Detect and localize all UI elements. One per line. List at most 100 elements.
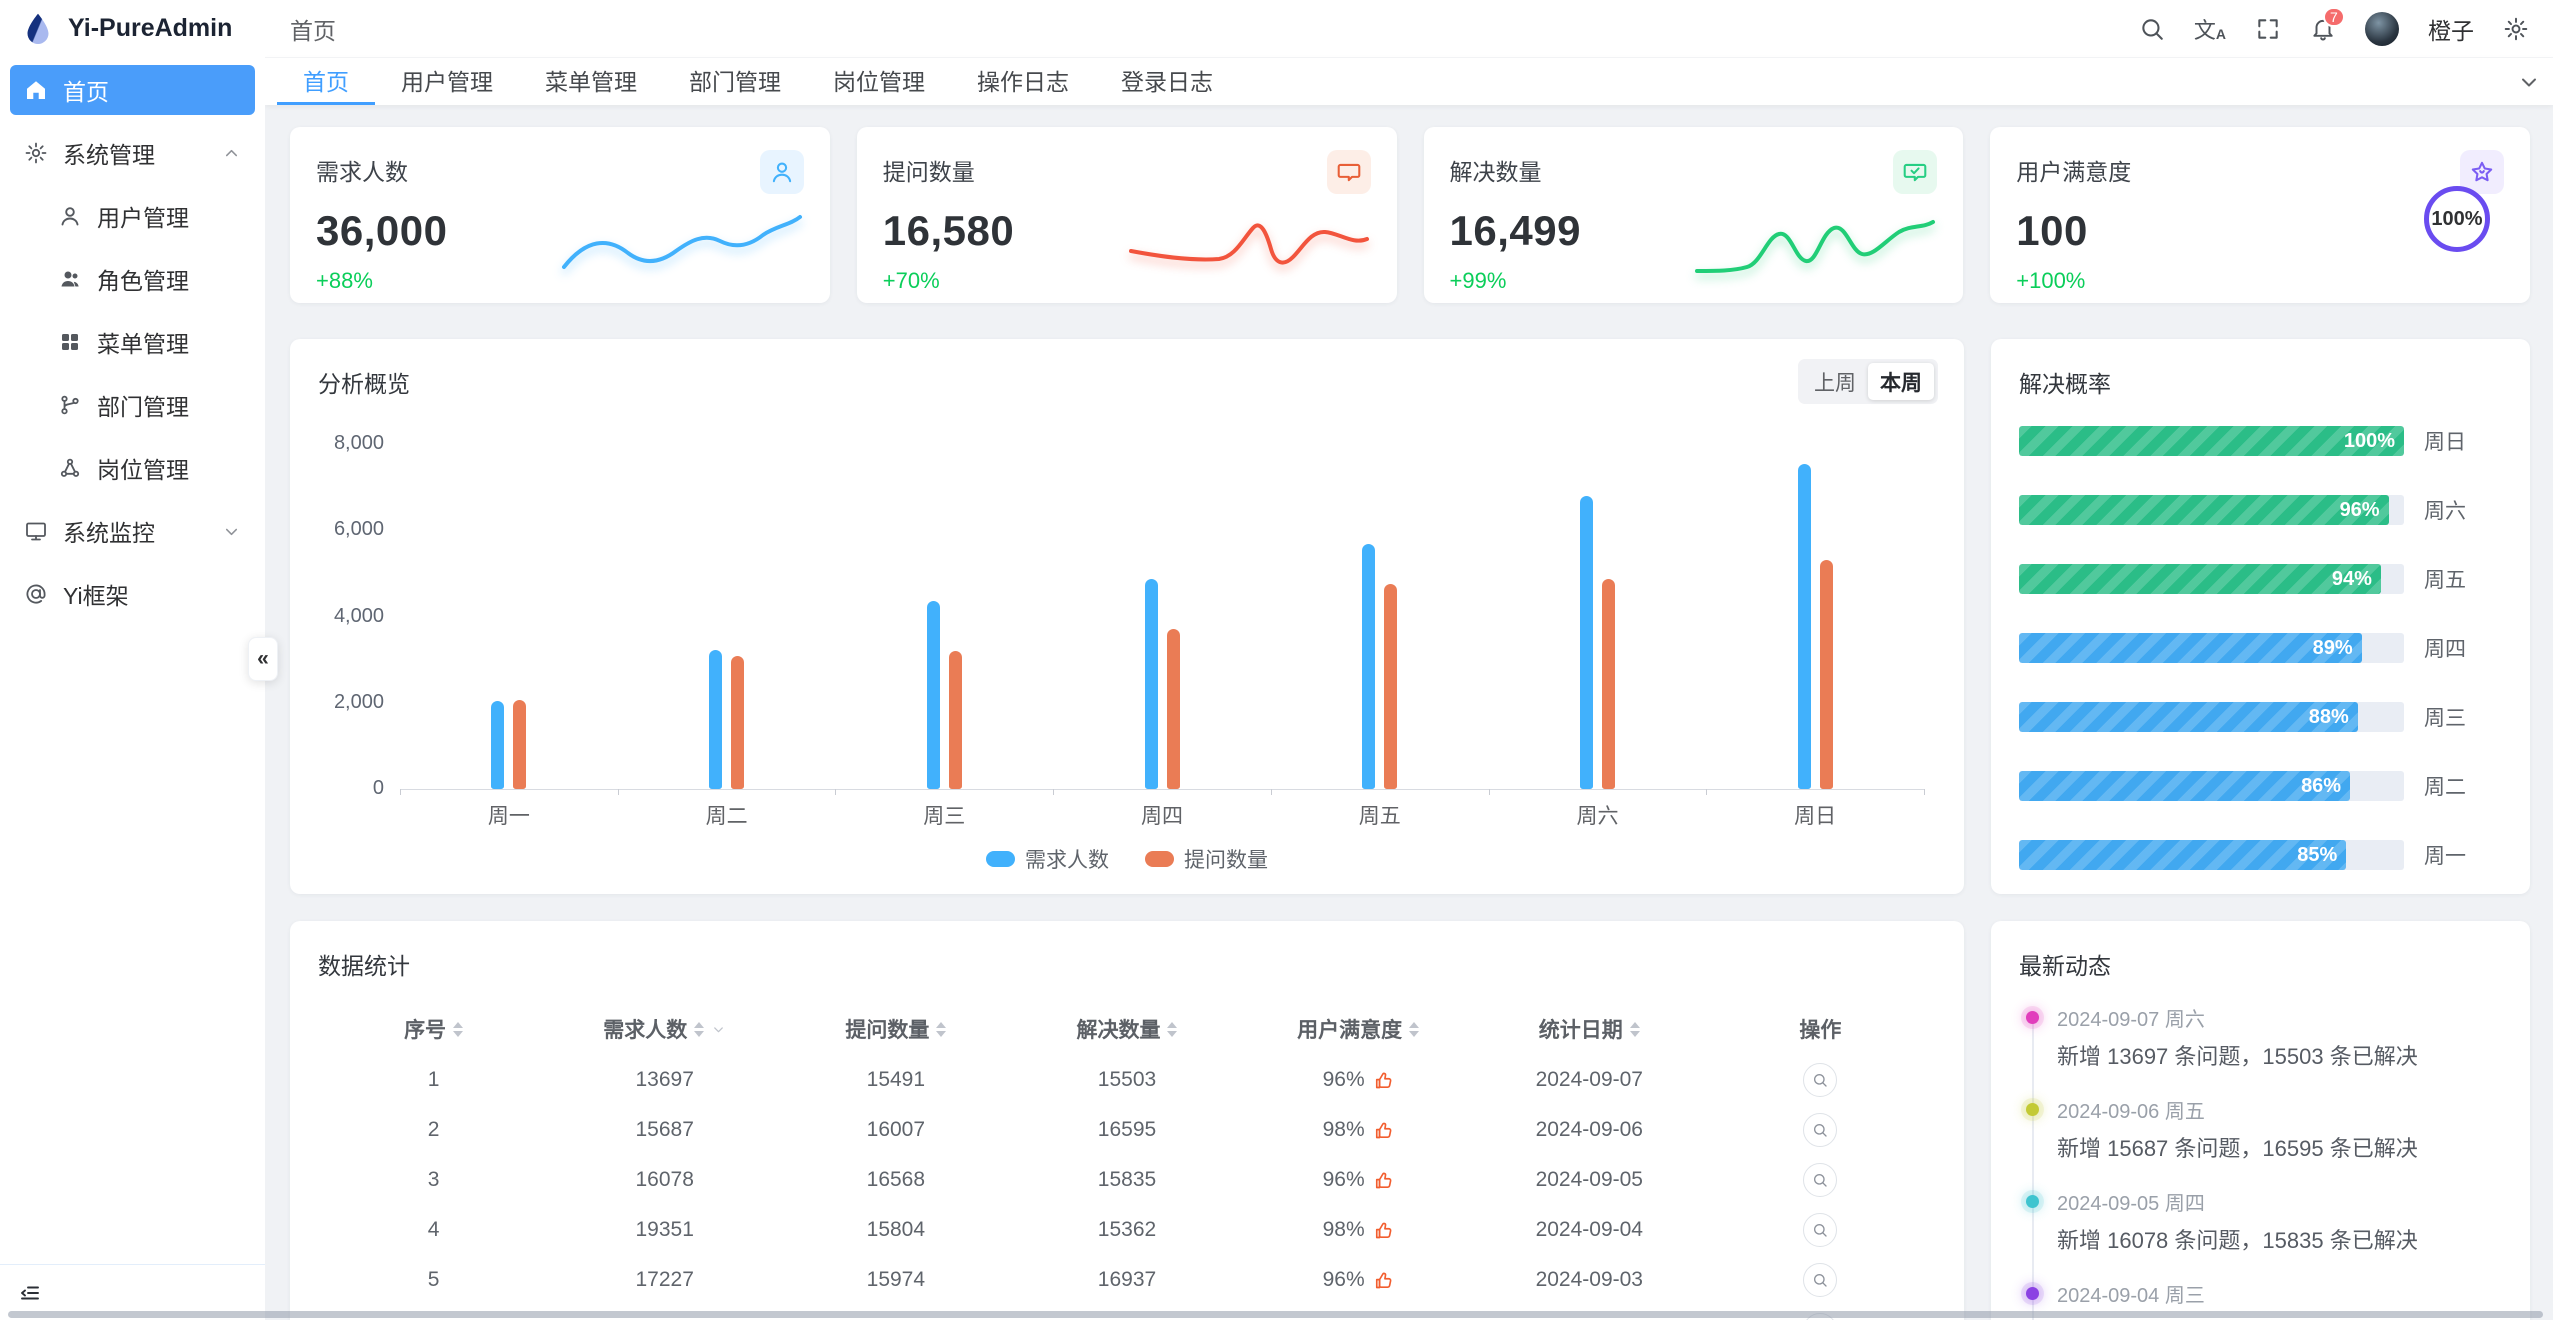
stat-card-value: 36,000 xyxy=(316,207,448,254)
stat-card-delta: +70% xyxy=(882,268,940,293)
tab-item[interactable]: 岗位管理 xyxy=(833,69,925,95)
filter-chevron-down-icon[interactable] xyxy=(711,1022,726,1037)
progress-fill: 89% xyxy=(2019,633,2362,663)
cell-solved: 16937 xyxy=(1097,1268,1157,1291)
bar-group xyxy=(400,445,618,789)
bar xyxy=(1601,579,1615,789)
stat-card-value: 16,580 xyxy=(882,207,1015,254)
gear-icon[interactable] xyxy=(2503,16,2529,42)
solve-rate-card: 解决概率 100% 周日 96% 周六 94% 周五 89% 周四 88% 周三 86% 周二 85% 周… xyxy=(1991,339,2530,894)
tab-item[interactable]: 首页 xyxy=(277,58,375,105)
toggle-this-week-button[interactable]: 本周 xyxy=(1868,363,1934,400)
view-row-button[interactable] xyxy=(1803,1213,1838,1247)
week-toggle: 上周 本周 xyxy=(1798,359,1938,404)
table-header-cell[interactable]: 需求人数 xyxy=(549,1014,780,1044)
search-icon[interactable] xyxy=(2139,16,2165,42)
username[interactable]: 橙子 xyxy=(2428,17,2474,44)
sidebar-item[interactable]: 角色管理 xyxy=(10,254,255,304)
sidebar-item-label: 岗位管理 xyxy=(97,457,189,483)
bar-group xyxy=(1271,445,1489,789)
sidebar-item-label: 首页 xyxy=(63,79,109,105)
view-row-button[interactable] xyxy=(1803,1113,1838,1147)
progress-fill: 100% xyxy=(2019,426,2404,456)
avatar[interactable] xyxy=(2365,11,2399,46)
legend-item[interactable]: 需求人数 xyxy=(986,844,1109,874)
table-header-cell[interactable]: 用户满意度 xyxy=(1243,1014,1474,1044)
thumb-up-icon xyxy=(1373,1170,1394,1191)
bar xyxy=(1362,544,1376,789)
timeline-dot xyxy=(2026,1011,2039,1024)
tab-item[interactable]: 部门管理 xyxy=(689,69,781,95)
toggle-last-week-button[interactable]: 上周 xyxy=(1814,371,1856,395)
user-icon xyxy=(58,204,82,228)
sort-caret-icon[interactable] xyxy=(453,1021,464,1037)
axis-tick xyxy=(1706,789,1708,795)
timeline-item: 2024-09-05 周四 新增 16078 条问题，15835 条已解决 xyxy=(2026,1187,2502,1255)
sort-caret-icon[interactable] xyxy=(1167,1021,1178,1037)
progress-day-label: 周日 xyxy=(2424,431,2466,454)
axis-tick xyxy=(1488,789,1490,795)
view-row-button[interactable] xyxy=(1803,1163,1838,1197)
stat-card-value: 16,499 xyxy=(1449,207,1581,254)
solve-rate-row: 100% 周日 xyxy=(2019,426,2502,456)
table-row: 3 16078 16568 15835 96% 2024-09-05 xyxy=(318,1155,1936,1205)
tab-item[interactable]: 菜单管理 xyxy=(545,69,637,95)
cell-solved: 15835 xyxy=(1097,1168,1157,1191)
horizontal-scrollbar[interactable] xyxy=(8,1311,2543,1318)
legend-item[interactable]: 提问数量 xyxy=(1145,844,1268,874)
view-row-button[interactable] xyxy=(1803,1063,1838,1097)
table-header-row: 序号 需求人数 提问数量 解决数量 用户满意度 统计日期 操作 xyxy=(318,1003,1936,1055)
table-header-cell[interactable]: 提问数量 xyxy=(780,1014,1011,1044)
stat-card-value: 100 xyxy=(2016,207,2088,254)
tab-item[interactable]: 登录日志 xyxy=(1121,69,1213,95)
sidebar-footer xyxy=(0,1264,265,1320)
app-title: Yi-PureAdmin xyxy=(68,14,233,42)
notification-badge: 7 xyxy=(2323,6,2345,27)
table-header-cell[interactable]: 序号 xyxy=(318,1014,549,1044)
view-row-button[interactable] xyxy=(1803,1263,1838,1297)
bell-icon[interactable]: 7 xyxy=(2310,6,2345,42)
timeline-date: 2024-09-05 周四 xyxy=(2057,1193,2205,1215)
cell-question: 15804 xyxy=(866,1218,926,1241)
sort-caret-icon[interactable] xyxy=(694,1021,705,1037)
progress-track: 94% xyxy=(2019,564,2404,594)
table-header-cell[interactable]: 解决数量 xyxy=(1011,1014,1242,1044)
timeline-item: 2024-09-06 周五 新增 15687 条问题，16595 条已解决 xyxy=(2026,1095,2502,1163)
sort-caret-icon[interactable] xyxy=(1409,1021,1420,1037)
nodes-icon xyxy=(58,456,82,480)
collapse-menu-icon[interactable] xyxy=(18,1281,42,1305)
stat-card-title: 提问数量 xyxy=(882,159,975,185)
sidebar-item[interactable]: 系统监控 xyxy=(10,506,255,556)
tab-item[interactable]: 用户管理 xyxy=(401,69,493,95)
tab-item[interactable]: 操作日志 xyxy=(977,69,1069,95)
magnifier-icon xyxy=(1812,1272,1828,1288)
sidebar-item[interactable]: 菜单管理 xyxy=(10,317,255,367)
sidebar-item[interactable]: 部门管理 xyxy=(10,380,255,430)
sort-caret-icon[interactable] xyxy=(1629,1021,1640,1037)
chart-legend: 需求人数 提问数量 xyxy=(290,844,1964,874)
cell-solved: 16595 xyxy=(1097,1118,1157,1141)
bar-group xyxy=(1706,445,1924,789)
sidebar-item[interactable]: 用户管理 xyxy=(10,191,255,241)
sidebar-item[interactable]: Yi框架 xyxy=(10,569,255,619)
sidebar-item[interactable]: 系统管理 xyxy=(10,128,255,178)
table-row: 1 13697 15491 15503 96% 2024-09-07 xyxy=(318,1055,1936,1105)
bar xyxy=(1797,464,1811,789)
sort-caret-icon[interactable] xyxy=(936,1021,947,1037)
table-header-cell[interactable]: 统计日期 xyxy=(1474,1014,1705,1044)
fullscreen-icon[interactable] xyxy=(2255,16,2281,42)
cell-demand: 18892 xyxy=(549,1318,780,1320)
sidebar-item-label: Yi框架 xyxy=(63,583,129,609)
cell-date: 2024-09-03 xyxy=(1535,1268,1643,1291)
stat-card-icon-box xyxy=(1326,150,1371,194)
stat-card: 需求人数 36,000 +88% xyxy=(290,127,830,303)
sidebar-item[interactable]: 首页 xyxy=(10,65,255,115)
legend-swatch xyxy=(1145,851,1174,867)
stat-card-delta: +99% xyxy=(1449,268,1507,293)
sidebar-collapse-button[interactable]: « xyxy=(248,637,278,681)
tab-menu-chevron-down-icon[interactable] xyxy=(2517,70,2541,94)
sidebar-item[interactable]: 岗位管理 xyxy=(10,443,255,493)
sparkline xyxy=(1695,220,1936,273)
